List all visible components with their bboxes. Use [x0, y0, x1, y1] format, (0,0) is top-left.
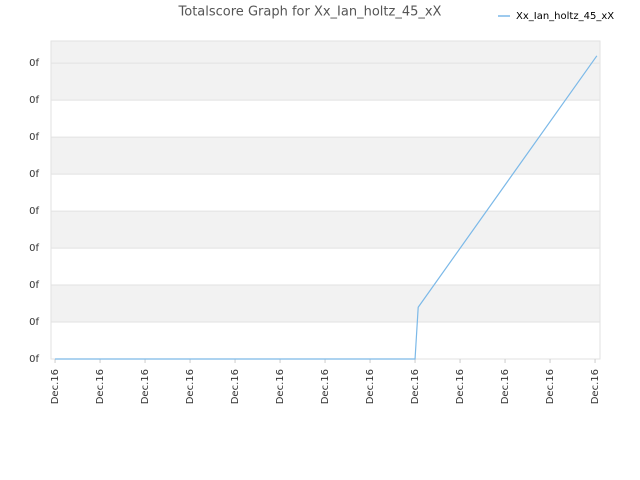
band — [51, 41, 600, 64]
y-tick-label: 0f — [29, 243, 39, 254]
band — [51, 211, 600, 249]
x-tick-label: Dec.16 — [500, 369, 511, 404]
y-tick-label: 0f — [29, 132, 39, 143]
x-tick-label: Dec.16 — [275, 369, 286, 404]
chart-title: Totalscore Graph for Xx_Ian_holtz_45_xX — [178, 5, 442, 20]
x-tick-label: Dec.16 — [410, 369, 421, 404]
x-tick-label: Dec.16 — [95, 369, 106, 404]
y-tick-label: 0f — [29, 169, 39, 180]
band — [51, 285, 600, 323]
y-tick-label: 0f — [29, 95, 39, 106]
y-tick-label: 0f — [29, 317, 39, 328]
x-tick-label: Dec.16 — [590, 369, 601, 404]
x-tick-label: Dec.16 — [185, 369, 196, 404]
x-tick-label: Dec.16 — [455, 369, 466, 404]
x-tick-label: Dec.16 — [50, 369, 61, 404]
series-line — [55, 55, 598, 360]
x-tick-label: Dec.16 — [140, 369, 151, 404]
y-tick-label: 0f — [29, 206, 39, 217]
x-tick-label: Dec.16 — [545, 369, 556, 404]
band — [51, 137, 600, 175]
legend-label: Xx_Ian_holtz_45_xX — [516, 11, 614, 22]
y-tick-label: 0f — [29, 354, 39, 365]
y-tick-label: 0f — [29, 280, 39, 291]
x-tick-label: Dec.16 — [230, 369, 241, 404]
x-tick-label: Dec.16 — [365, 369, 376, 404]
band — [51, 63, 600, 101]
y-tick-label: 0f — [29, 58, 39, 69]
x-tick-label: Dec.16 — [320, 369, 331, 404]
